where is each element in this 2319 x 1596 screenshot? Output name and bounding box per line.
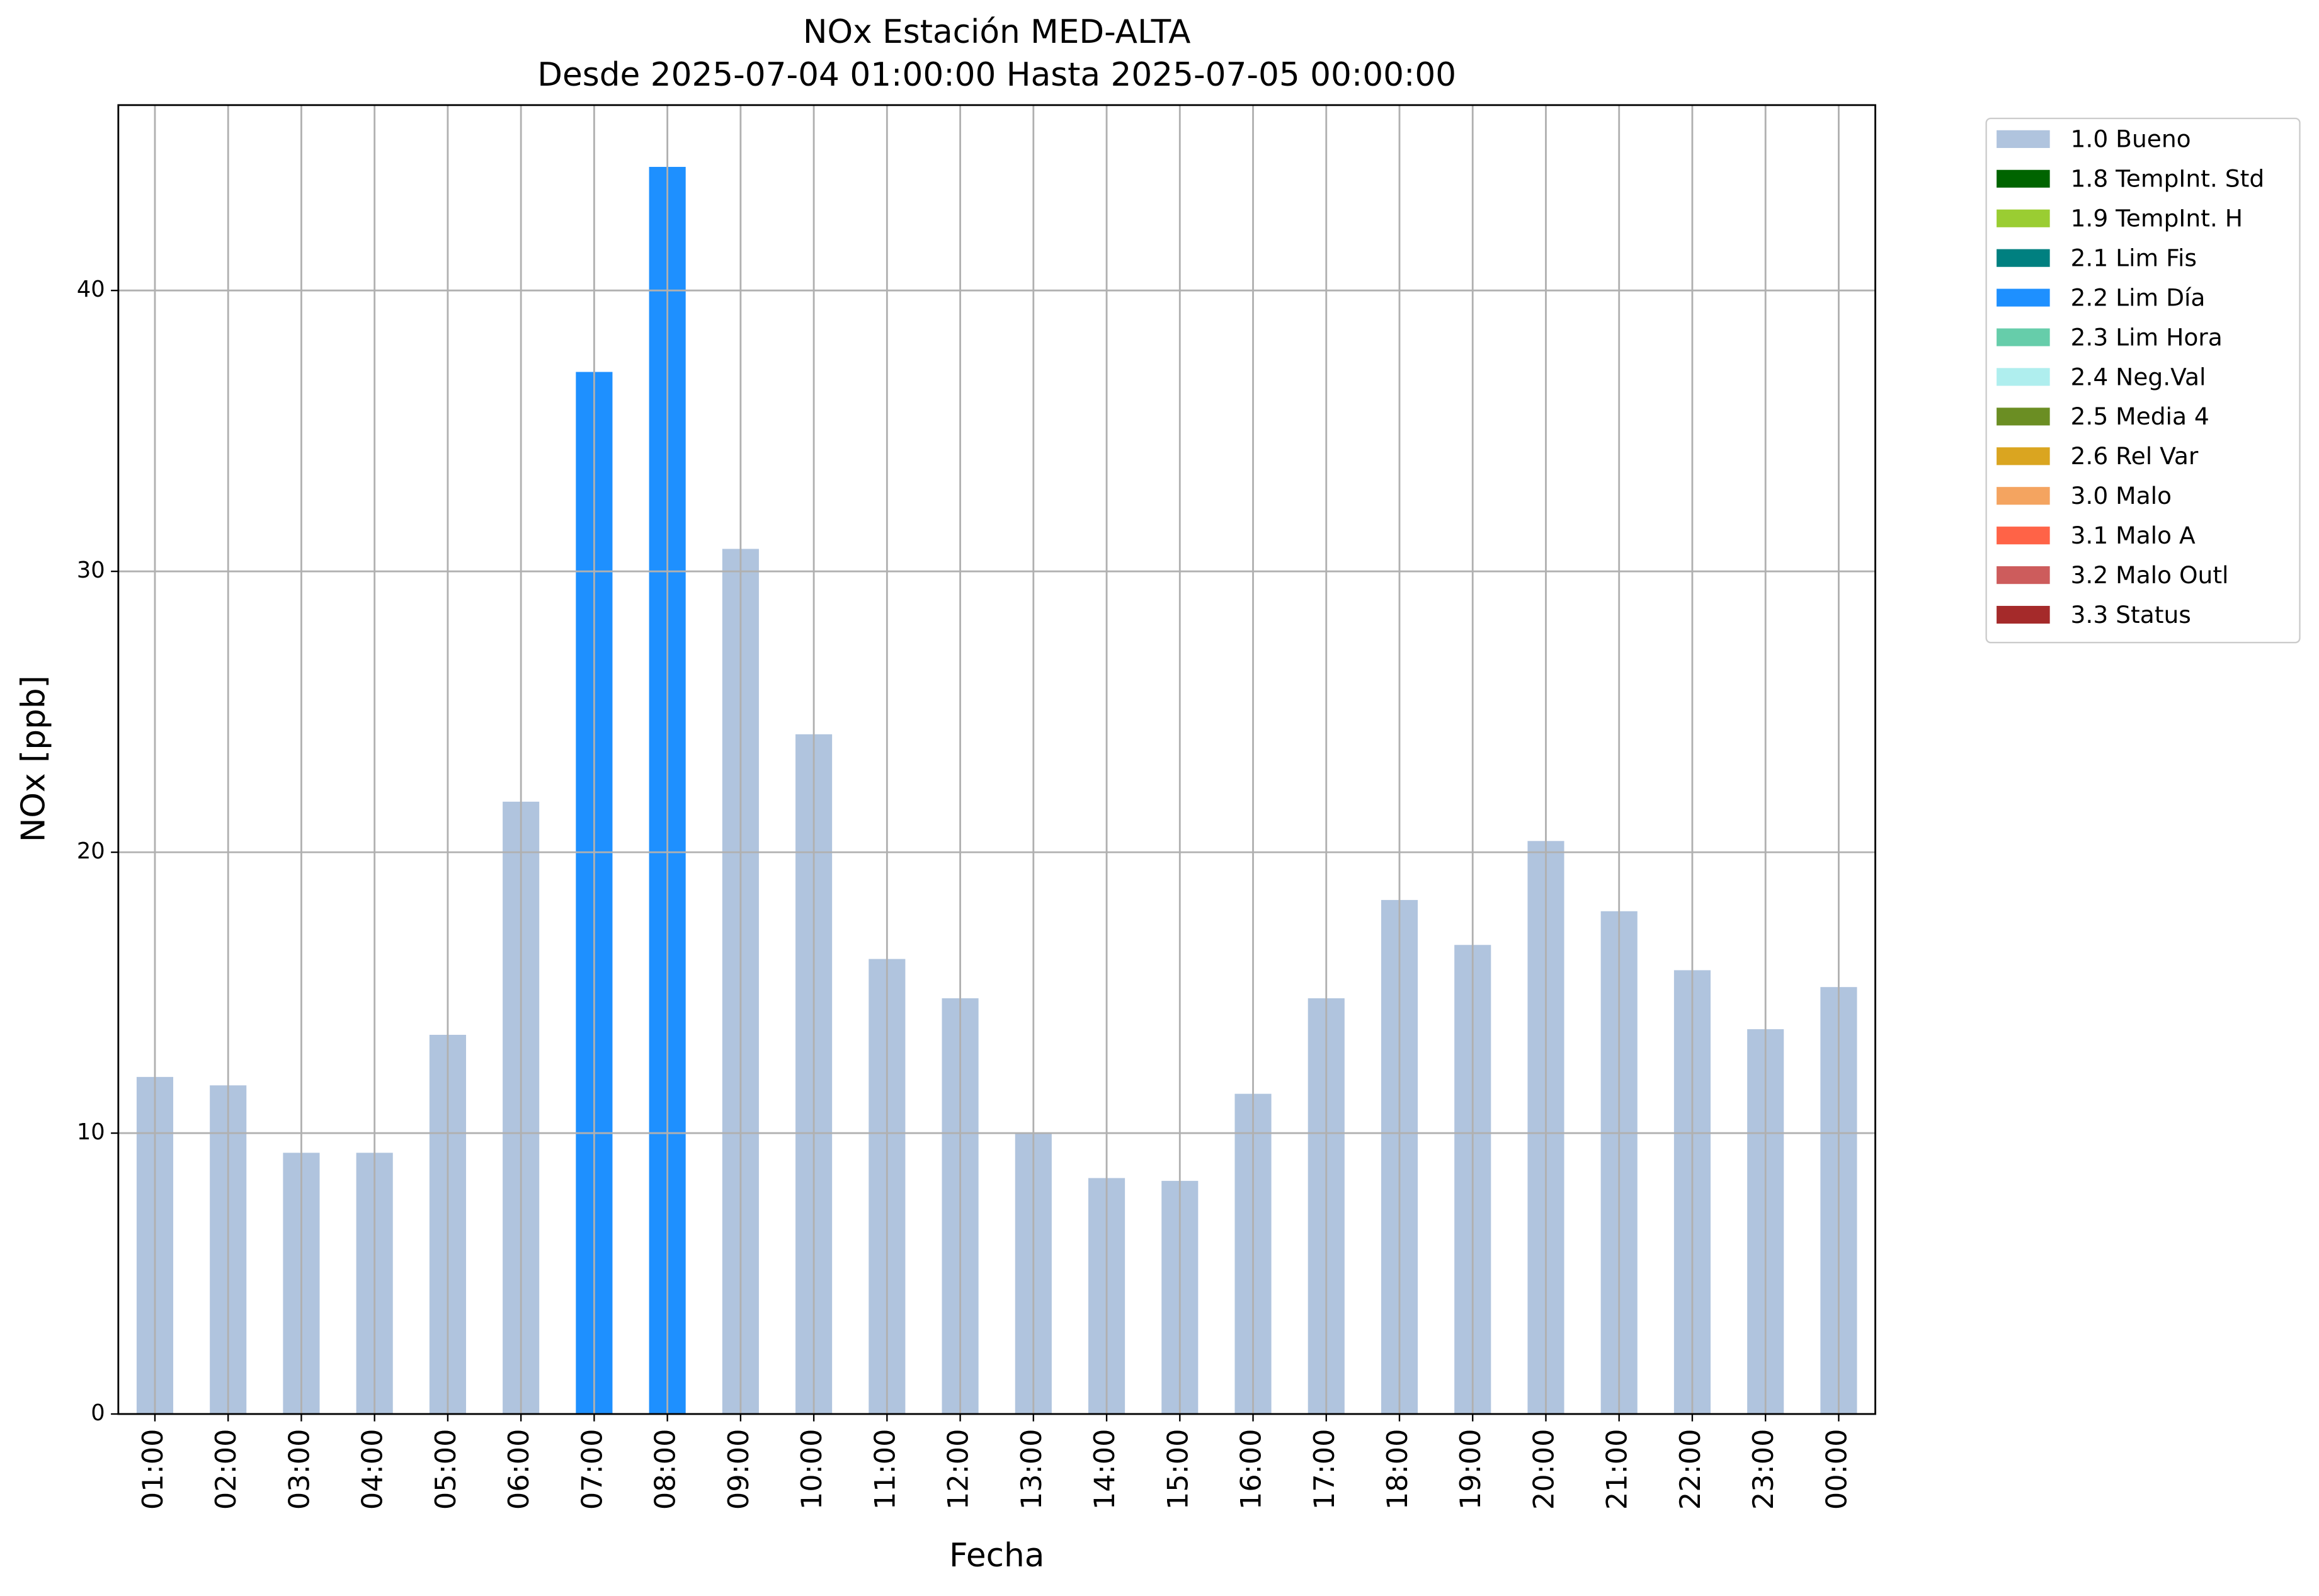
x-tick-label: 16:00: [1235, 1429, 1268, 1510]
legend-label: 3.1 Malo A: [2071, 522, 2196, 549]
x-tick-label: 01:00: [137, 1429, 169, 1510]
x-tick-label: 14:00: [1088, 1429, 1121, 1510]
x-tick-label: 21:00: [1601, 1429, 1634, 1510]
x-tick-label: 08:00: [649, 1429, 682, 1510]
legend-label: 2.4 Neg.Val: [2071, 363, 2206, 390]
x-tick-label: 13:00: [1015, 1429, 1048, 1510]
y-axis-label: NOx [ppb]: [14, 675, 52, 842]
legend-swatch: [1997, 487, 2050, 505]
legend-label: 3.3 Status: [2071, 601, 2191, 629]
y-tick-label: 30: [77, 557, 105, 583]
x-tick-label: 18:00: [1381, 1429, 1414, 1510]
legend-swatch: [1997, 130, 2050, 148]
legend-swatch: [1997, 328, 2050, 346]
x-tick-label: 10:00: [795, 1429, 828, 1510]
x-tick-label: 11:00: [869, 1429, 901, 1510]
x-tick-label: 20:00: [1527, 1429, 1560, 1510]
legend: 1.0 Bueno 1.8 TempInt. Std 1.9 TempInt. H 2…: [1985, 117, 2301, 644]
x-tick-label: 06:00: [503, 1429, 535, 1510]
legend-label: 1.9 TempInt. H: [2071, 205, 2243, 232]
plot-frame: [117, 104, 1876, 1415]
y-tick-label: 20: [77, 838, 105, 864]
x-tick-label: 09:00: [722, 1429, 755, 1510]
y-tick-label: 10: [77, 1119, 105, 1145]
legend-label: 2.1 Lim Fis: [2071, 244, 2197, 272]
legend-label: 2.3 Lim Hora: [2071, 323, 2223, 351]
legend-swatch: [1997, 249, 2050, 267]
legend-frame: [1985, 117, 2301, 644]
x-tick-label: 23:00: [1747, 1429, 1780, 1510]
y-tick-label: 40: [77, 276, 105, 302]
x-tick-label: 05:00: [430, 1429, 462, 1510]
x-axis-label: Fecha: [949, 1537, 1044, 1575]
x-tick-label: 22:00: [1674, 1429, 1707, 1510]
legend-swatch: [1997, 566, 2050, 584]
y-tick-label: 0: [91, 1400, 105, 1426]
legend-swatch: [1997, 447, 2050, 465]
legend-label: 2.6 Rel Var: [2071, 442, 2199, 470]
x-tick-label: 17:00: [1308, 1429, 1341, 1510]
legend-swatch: [1997, 527, 2050, 545]
chart-title: NOx Estación MED-ALTA: [803, 13, 1191, 51]
legend-swatch: [1997, 209, 2050, 227]
legend-label: 1.8 TempInt. Std: [2071, 165, 2265, 193]
chart-subtitle: Desde 2025-07-04 01:00:00 Hasta 2025-07-…: [537, 56, 1456, 94]
legend-label: 2.5 Media 4: [2071, 402, 2209, 430]
x-tick-label: 19:00: [1454, 1429, 1487, 1510]
x-tick-label: 15:00: [1161, 1429, 1194, 1510]
legend-label: 2.2 Lim Día: [2071, 283, 2206, 311]
x-tick-label: 04:00: [356, 1429, 389, 1510]
x-tick-label: 12:00: [942, 1429, 975, 1510]
legend-label: 3.2 Malo Outl: [2071, 561, 2229, 589]
legend-swatch: [1997, 288, 2050, 307]
legend-swatch: [1997, 169, 2050, 188]
legend-swatch: [1997, 368, 2050, 386]
legend-swatch: [1997, 605, 2050, 624]
x-tick-label: 00:00: [1820, 1429, 1853, 1510]
legend-label: 1.0 Bueno: [2071, 125, 2191, 153]
legend-label: 3.0 Malo: [2071, 482, 2172, 510]
x-tick-label: 07:00: [576, 1429, 608, 1510]
x-tick-label: 02:00: [210, 1429, 242, 1510]
legend-swatch: [1997, 408, 2050, 426]
x-tick-label: 03:00: [283, 1429, 316, 1510]
